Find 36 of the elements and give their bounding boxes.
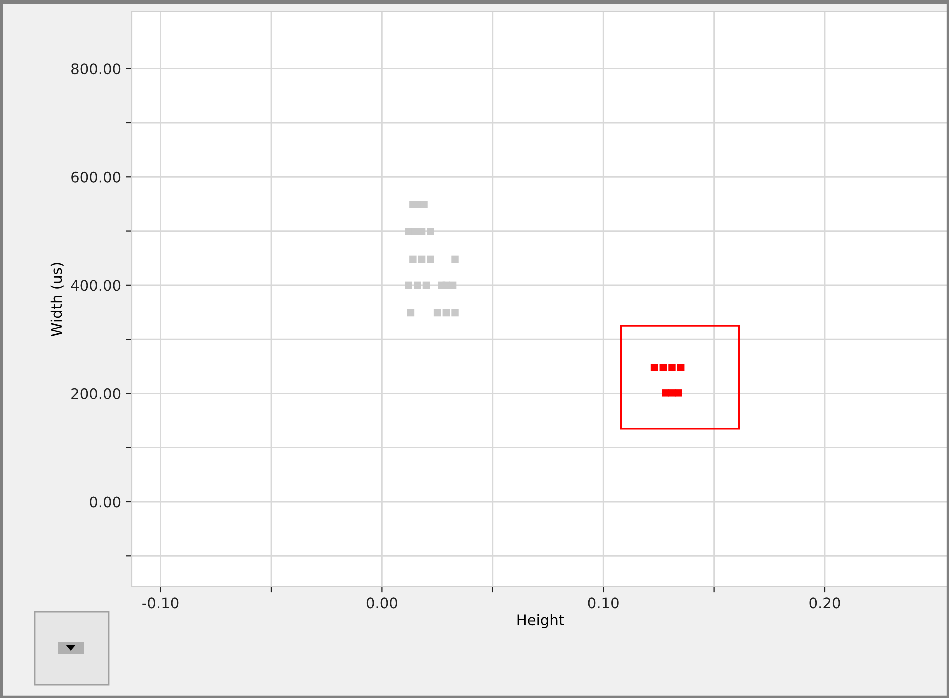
y-tick-label: 600.00 — [72, 172, 121, 183]
point — [668, 364, 676, 372]
point — [412, 228, 420, 236]
point — [407, 309, 415, 317]
point — [418, 256, 426, 264]
point — [414, 282, 422, 290]
point — [427, 256, 435, 264]
point — [452, 309, 459, 317]
x-tick-label: 0.10 — [588, 598, 619, 609]
point — [405, 228, 412, 236]
y-tick-label: 400.00 — [71, 280, 121, 292]
point — [675, 390, 682, 397]
y-tick-label: 800.00 — [72, 64, 121, 75]
x-tick-label: -0.10 — [142, 598, 179, 609]
point — [410, 201, 417, 208]
point — [677, 364, 685, 372]
point — [418, 228, 426, 236]
point — [660, 364, 667, 372]
point — [452, 256, 459, 264]
point — [442, 309, 450, 317]
point — [422, 282, 430, 290]
point — [668, 390, 676, 397]
point — [662, 390, 670, 397]
point — [410, 256, 417, 264]
x-axis-title: Height — [518, 614, 564, 628]
point — [449, 282, 457, 290]
point — [434, 309, 442, 317]
point — [420, 201, 428, 208]
point — [650, 364, 658, 372]
x-tick-label: 0.20 — [810, 598, 840, 609]
y-tick-label: 200.00 — [72, 388, 121, 400]
y-axis-title: Width (us) — [50, 263, 64, 337]
y-tick-label: 0.00 — [90, 496, 121, 508]
point — [405, 282, 412, 290]
x-tick-label: 0.00 — [366, 598, 398, 609]
point — [427, 228, 435, 236]
